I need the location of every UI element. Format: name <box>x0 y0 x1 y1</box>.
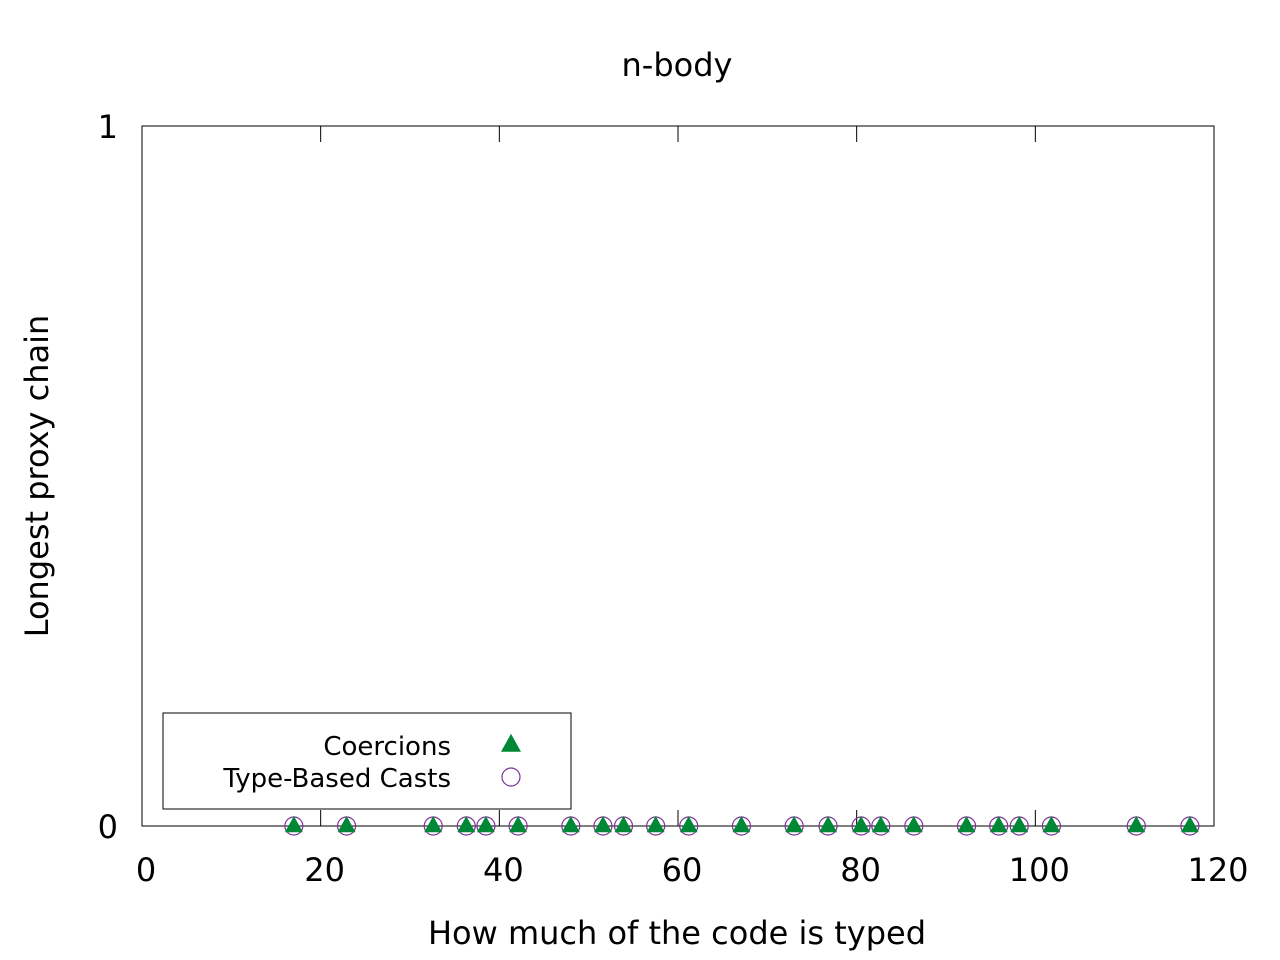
chart-title: n-body <box>622 46 733 84</box>
coercions-point <box>679 816 698 833</box>
legend-markers <box>501 733 521 787</box>
coercions-point <box>819 816 838 833</box>
coercions-point <box>614 816 633 833</box>
coercions-point <box>785 816 804 833</box>
coercions-point <box>1042 816 1061 833</box>
coercions-point <box>646 816 665 833</box>
x-tick-label: 100 <box>1009 851 1070 889</box>
coercions-point <box>732 816 751 833</box>
legend-box <box>162 712 572 810</box>
x-tick-label: 80 <box>840 851 881 889</box>
legend-marker-coercions <box>501 733 521 752</box>
x-axis-label: How much of the code is typed <box>428 914 926 952</box>
coercions-point <box>957 816 976 833</box>
coercions-point <box>904 816 923 833</box>
x-tick-label: 60 <box>662 851 703 889</box>
coercions-point <box>476 816 495 833</box>
coercions-point <box>561 816 580 833</box>
x-tick-label: 40 <box>483 851 524 889</box>
legend-marker-type-based-casts <box>501 767 521 787</box>
y-tick-label: 1 <box>98 108 118 146</box>
coercions-point <box>284 816 303 833</box>
coercions-point <box>1127 816 1146 833</box>
coercions-point <box>989 816 1008 833</box>
coercions-point <box>871 816 890 833</box>
x-tick-label: 0 <box>136 851 156 889</box>
coercions-point <box>424 816 443 833</box>
tick-labels: 0 20 40 60 80 100 120 0 1 <box>98 108 1249 889</box>
data-points <box>284 816 1200 836</box>
coercions-point <box>337 816 356 833</box>
y-axis-label: Longest proxy chain <box>18 315 56 638</box>
legend: Coercions Type-Based Casts <box>162 712 572 810</box>
coercions-point <box>1010 816 1029 833</box>
legend-label-coercions: Coercions <box>323 732 451 762</box>
x-tick-label: 120 <box>1187 851 1248 889</box>
coercions-point <box>852 816 871 833</box>
y-tick-label: 0 <box>98 808 118 846</box>
coercions-point <box>594 816 612 833</box>
coercions-point <box>509 816 528 833</box>
x-tick-label: 20 <box>304 851 345 889</box>
legend-label-type-based-casts: Type-Based Casts <box>222 764 451 794</box>
coercions-point <box>1180 816 1199 833</box>
axis-ticks <box>320 126 1036 826</box>
coercions-point <box>457 816 476 833</box>
